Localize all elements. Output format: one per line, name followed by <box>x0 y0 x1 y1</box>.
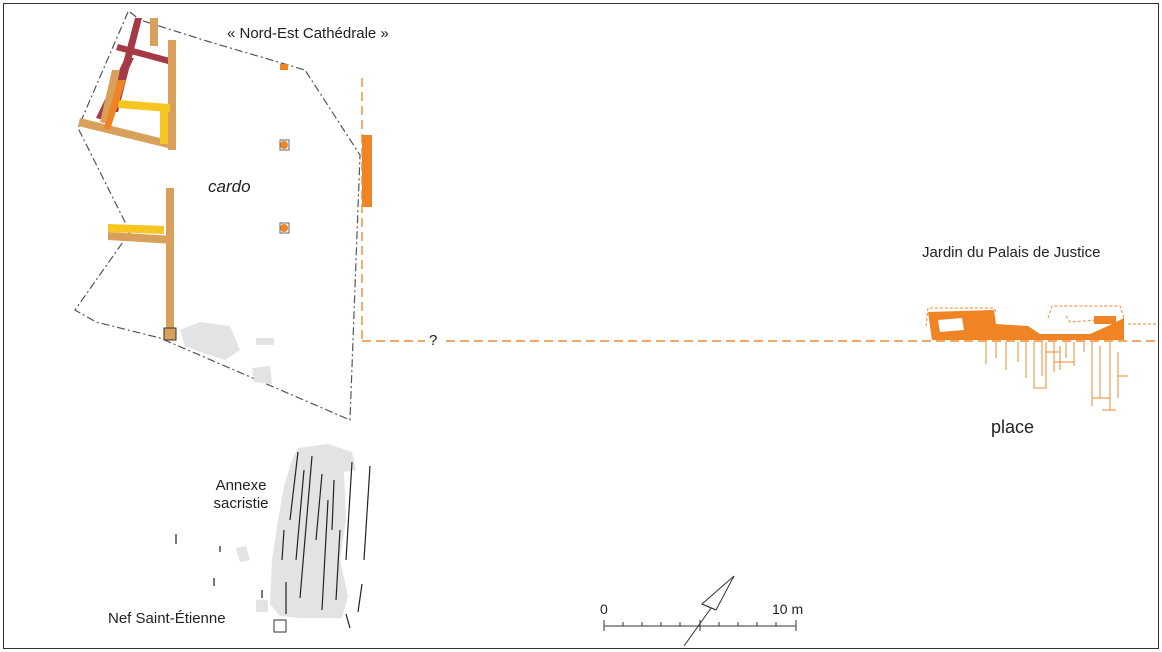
label-nef-saint-etienne: Nef Saint-Étienne <box>108 610 226 627</box>
north-arrow-icon <box>683 575 735 647</box>
label-question-mark: ? <box>425 332 442 350</box>
tan-walls <box>78 18 176 340</box>
map-frame <box>3 3 1159 649</box>
label-annexe-line2: sacristie <box>213 495 269 512</box>
label-jardin-palais-justice: Jardin du Palais de Justice <box>922 244 1101 261</box>
label-nord-est-cathedrale: « Nord-Est Cathédrale » <box>227 25 389 42</box>
label-cardo: cardo <box>208 177 251 196</box>
label-place: place <box>991 417 1035 437</box>
orange-walls <box>104 64 372 232</box>
grey-remains <box>180 322 274 384</box>
scale-bar <box>603 620 797 631</box>
nord-est-zone-outline <box>74 11 361 421</box>
scale-end-label: 10 m <box>772 601 804 617</box>
nef-wall-lines <box>175 451 371 629</box>
nef-remains <box>236 444 356 618</box>
jardin-remains <box>925 305 1158 411</box>
label-annexe-line1: Annexe <box>215 477 267 494</box>
nord-est-zone-outline-top <box>129 11 306 71</box>
label-annexe-sacristie: Annexe sacristie <box>212 477 270 513</box>
dashed-projection-lines <box>361 78 1160 342</box>
scale-start-label: 0 <box>600 601 608 617</box>
yellow-walls <box>108 100 170 234</box>
